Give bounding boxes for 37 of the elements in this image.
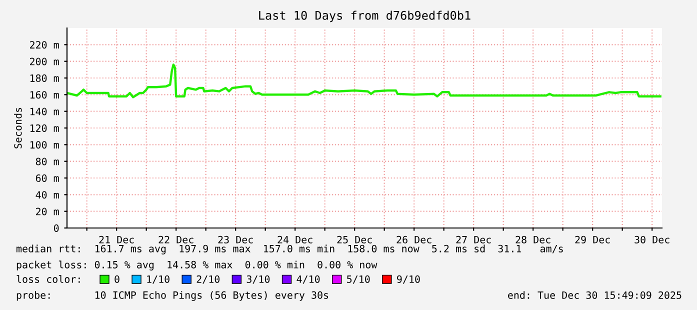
legend-label: 3/10 xyxy=(246,275,270,284)
legend-label: 4/10 xyxy=(296,275,320,284)
x-tick-label: 27 Dec xyxy=(456,236,491,244)
y-axis-title: Seconds xyxy=(14,108,22,148)
legend-title: loss color: xyxy=(16,275,80,283)
x-tick-label: 29 Dec xyxy=(575,236,610,244)
y-tick-label: 100 m xyxy=(30,141,59,149)
y-tick-label: 220 m xyxy=(30,41,59,49)
x-tick-label: 24 Dec xyxy=(278,236,312,244)
x-tick-label: 25 Dec xyxy=(337,236,372,244)
text: packet loss: 0.15 % avg 14.58 % max 0.00 % min 0.00 % now xyxy=(16,260,378,270)
y-tick-label: 200 m xyxy=(30,58,59,66)
legend-label: 9/10 xyxy=(397,275,420,284)
y-tick-label: 80 m xyxy=(36,158,59,166)
text: end: Tue Dec 30 15:49:09 2025 xyxy=(508,291,682,299)
x-tick-label: 30 Dec xyxy=(634,236,670,244)
legend-label: 2/10 xyxy=(196,275,220,284)
text: probe: 10 ICMP Echo Pings (56 Bytes) every 30s xyxy=(16,291,328,301)
y-tick-label: 60 m xyxy=(36,174,59,182)
legend-label: 1/10 xyxy=(147,275,170,284)
y-tick-label: 20 m xyxy=(36,208,59,216)
y-tick-label: 40 m xyxy=(36,191,59,199)
chart-title: Last 10 Days from d76b9edfd0b1 xyxy=(259,10,470,22)
legend-label: 5/10 xyxy=(347,275,370,284)
y-tick-label: 140 m xyxy=(30,108,59,116)
x-tick-label: 21 Dec xyxy=(99,236,134,244)
text: median rtt: 161.7 ms avg 197.9 ms max 157.0 ms min 158.0 ms now 5.2 ms sd 31.1 am/s xyxy=(16,244,563,254)
y-tick-label: 120 m xyxy=(30,124,59,132)
y-tick-label: 160 m xyxy=(30,91,59,99)
x-tick-label: 26 Dec xyxy=(396,236,432,244)
y-tick-label: 180 m xyxy=(30,74,59,82)
x-tick-label: 22 Dec xyxy=(158,236,194,244)
line-series xyxy=(67,64,662,98)
y-tick-label: 0 xyxy=(54,224,59,232)
legend-label: 0 xyxy=(114,275,120,283)
x-tick-label: 28 Dec xyxy=(516,236,550,244)
x-tick-label: 23 Dec xyxy=(218,236,253,244)
